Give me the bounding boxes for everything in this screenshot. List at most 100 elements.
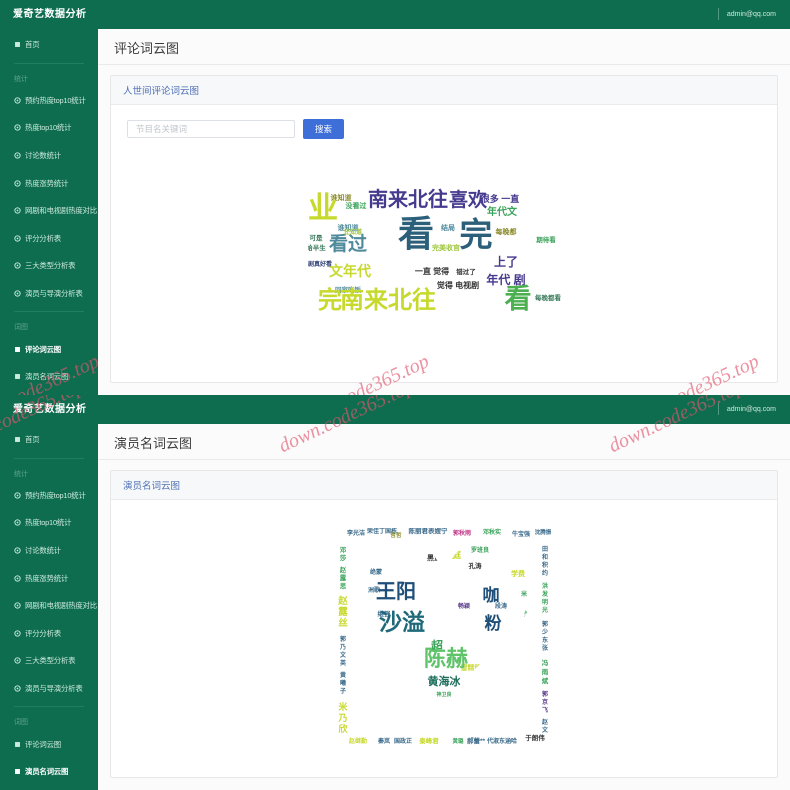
svg-text:光: 光 — [541, 606, 548, 614]
svg-text:雨: 雨 — [542, 668, 549, 676]
svg-text:乃: 乃 — [339, 644, 346, 651]
svg-text:少: 少 — [541, 628, 548, 636]
svg-text:陈赫: 陈赫 — [424, 646, 468, 671]
svg-text:王阳: 王阳 — [376, 580, 416, 603]
svg-text:给半生: 给半生 — [308, 243, 326, 252]
svg-text:沙溢: 沙溢 — [379, 609, 425, 635]
svg-text:王雨: 王雨 — [524, 628, 536, 636]
svg-text:绝蒙: 绝蒙 — [370, 568, 382, 576]
svg-text:陈丽君表嫂宁: 陈丽君表嫂宁 — [409, 528, 449, 535]
svg-text:张: 张 — [542, 644, 549, 652]
svg-text:学费: 学费 — [511, 569, 525, 578]
svg-text:露: 露 — [338, 607, 348, 618]
svg-text:和: 和 — [541, 553, 548, 561]
svg-text:文年代: 文年代 — [329, 263, 371, 279]
svg-text:邓秋实: 邓秋实 — [483, 528, 501, 536]
svg-text:神卫良: 神卫良 — [436, 691, 451, 698]
svg-text:冯: 冯 — [542, 659, 549, 667]
svg-text:牛宝强: 牛宝强 — [512, 530, 530, 538]
svg-text:赵: 赵 — [337, 595, 348, 607]
svg-text:罗班良: 罗班良 — [471, 546, 489, 554]
svg-text:没看过: 没看过 — [346, 201, 367, 210]
svg-text:洪: 洪 — [542, 582, 548, 590]
svg-text:积: 积 — [542, 561, 548, 569]
svg-text:于朗伟: 于朗伟 — [525, 733, 545, 742]
svg-text:郭: 郭 — [542, 690, 548, 698]
svg-text:黄璐: 黄璐 — [452, 737, 464, 745]
svg-text:关谷: 关谷 — [524, 610, 537, 618]
svg-text:咖: 咖 — [483, 585, 500, 605]
svg-text:黄: 黄 — [340, 671, 346, 679]
svg-text:郑长易: 郑长易 — [501, 686, 519, 694]
svg-text:沈腾振: 沈腾振 — [535, 528, 552, 536]
svg-text:看: 看 — [505, 284, 532, 314]
svg-text:李光洁: 李光洁 — [346, 529, 365, 537]
svg-text:郝蕾**: 郝蕾** — [467, 736, 486, 745]
svg-text:米: 米 — [337, 701, 348, 712]
svg-text:露: 露 — [340, 573, 347, 582]
svg-text:每晚都看: 每晚都看 — [535, 293, 562, 302]
svg-text:黑鱼: 黑鱼 — [427, 553, 441, 562]
svg-text:子: 子 — [340, 688, 346, 695]
svg-text:秦岚: 秦岚 — [377, 737, 390, 745]
svg-text:粉: 粉 — [485, 613, 502, 633]
svg-text:代淑东涵哈: 代淑东涵哈 — [486, 737, 517, 745]
svg-text:南来北往: 南来北往 — [340, 286, 436, 314]
svg-text:邓: 邓 — [340, 546, 347, 554]
svg-text:超凡: 超凡 — [399, 681, 414, 690]
svg-text:文: 文 — [339, 651, 347, 659]
svg-text:上了: 上了 — [494, 254, 518, 269]
svg-text:约: 约 — [542, 569, 548, 577]
svg-text:黄海冰: 黄海冰 — [428, 674, 462, 688]
svg-text:业: 业 — [308, 192, 338, 225]
svg-text:南来北往: 南来北往 — [368, 188, 448, 211]
svg-text:还知道: 还知道 — [343, 228, 362, 236]
svg-text:畅颖: 畅颖 — [458, 602, 470, 610]
svg-text:错过了: 错过了 — [456, 267, 476, 276]
svg-text:白庭: 白庭 — [443, 549, 462, 560]
svg-text:郭: 郭 — [340, 635, 346, 643]
svg-text:孔涛: 孔涛 — [469, 561, 483, 570]
svg-text:赵: 赵 — [339, 565, 347, 574]
svg-text:觉得 电视剧: 觉得 电视剧 — [437, 280, 479, 290]
svg-text:明: 明 — [542, 598, 548, 606]
svg-text:乃: 乃 — [337, 713, 347, 723]
svg-text:欣: 欣 — [338, 723, 348, 734]
svg-text:宁静: 宁静 — [527, 646, 539, 654]
svg-text:完美收官: 完美收官 — [432, 243, 460, 252]
svg-text:田: 田 — [542, 546, 548, 553]
svg-text:完: 完 — [318, 286, 342, 314]
svg-text:杨萌: 杨萌 — [481, 700, 493, 708]
svg-text:丝: 丝 — [338, 617, 348, 629]
svg-text:期待看: 期待看 — [536, 235, 556, 244]
svg-text:很多 一直: 很多 一直 — [480, 193, 520, 204]
svg-text:斌: 斌 — [541, 676, 549, 685]
svg-text:发: 发 — [541, 590, 548, 598]
svg-text:结局: 结局 — [440, 223, 455, 232]
svg-text:英: 英 — [339, 659, 347, 667]
svg-text:秦峰君: 秦峰君 — [418, 736, 439, 745]
svg-text:赵继勤: 赵继勤 — [348, 737, 367, 745]
svg-text:东: 东 — [542, 636, 548, 644]
svg-text:文: 文 — [541, 726, 549, 734]
svg-text:看: 看 — [398, 213, 434, 254]
svg-text:赵: 赵 — [426, 708, 434, 716]
svg-text:看过: 看过 — [328, 233, 367, 255]
svg-text:国政正: 国政正 — [394, 737, 412, 745]
svg-text:一直 觉得: 一直 觉得 — [415, 266, 449, 276]
svg-text:完: 完 — [460, 216, 493, 253]
svg-text:郭: 郭 — [542, 620, 548, 628]
svg-text:京: 京 — [542, 698, 548, 706]
svg-text:飞: 飞 — [542, 706, 548, 714]
svg-text:莎: 莎 — [340, 553, 347, 562]
svg-text:李小冉: 李小冉 — [505, 669, 524, 677]
svg-text:柳白: 柳白 — [395, 663, 408, 672]
svg-text:宁静: 宁静 — [468, 710, 480, 718]
svg-text:可是: 可是 — [310, 233, 324, 242]
svg-text:赵: 赵 — [541, 718, 549, 726]
svg-text:米: 米 — [521, 590, 527, 598]
svg-text:每晚都: 每晚都 — [496, 227, 517, 236]
svg-text:郭秋雨: 郭秋雨 — [453, 529, 471, 537]
svg-text:哲哲: 哲哲 — [390, 531, 402, 539]
svg-text:腾起: 腾起 — [371, 646, 385, 654]
